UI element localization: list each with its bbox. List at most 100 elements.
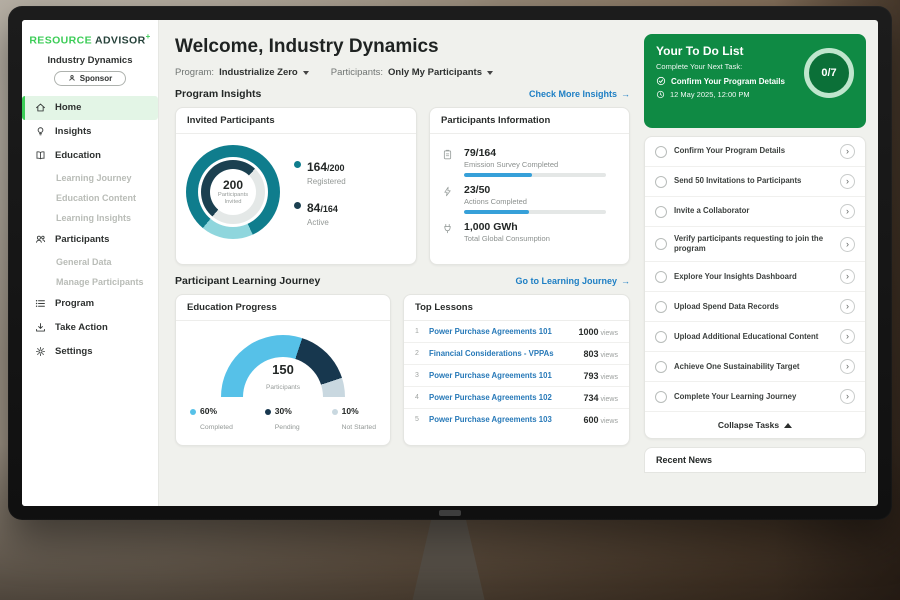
completed-legend-item: 60% Completed [190,406,233,434]
task-checkbox[interactable] [655,270,667,283]
check-more-insights-link[interactable]: Check More Insights → [529,89,630,99]
sidebar-item-label: Take Action [55,322,108,333]
app-logo: RESOURCE ADVISOR+ [22,32,158,47]
sponsor-badge[interactable]: Sponsor [54,70,126,86]
lesson-row[interactable]: 4 Power Purchase Agreements 102 734 views [404,387,629,409]
sidebar-item-label: Participants [55,234,110,245]
todo-progress-ring: 0/7 [804,48,854,98]
task-row[interactable]: Confirm Your Program Details › [645,137,865,167]
lesson-row[interactable]: 5 Power Purchase Agreements 103 600 views [404,409,629,430]
registered-legend-item: 164/200 Registered [294,158,346,186]
task-chevron-button[interactable]: › [840,204,855,219]
chevron-right-icon: › [846,206,849,216]
book-icon [35,150,47,162]
task-label: Complete Your Learning Journey [674,391,797,401]
lesson-row[interactable]: 2 Financial Considerations - VPPAs 803 vi… [404,343,629,365]
chevron-right-icon: › [846,176,849,186]
sidebar: RESOURCE ADVISOR+ Industry Dynamics Spon… [22,20,159,506]
actions-completed-label: Actions Completed [464,197,527,206]
journey-cards-row: Education Progress 150 Participants [175,294,630,446]
lesson-rank: 2 [415,350,419,357]
sidebar-item-label: Program [55,298,95,309]
task-chevron-button[interactable]: › [840,269,855,285]
section-title: Program Insights [175,88,262,100]
clock-icon [656,90,665,99]
recent-news-title: Recent News [656,455,713,466]
sidebar-item-learning-insights[interactable]: Learning Insights [22,208,158,228]
sidebar-item-education[interactable]: Education [22,144,158,168]
lightning-icon [442,184,455,214]
active-total: /164 [320,203,338,214]
sidebar-item-insights[interactable]: Insights [22,120,158,144]
task-chevron-button[interactable]: › [840,389,855,405]
task-label: Achieve One Sustainability Target [674,361,800,371]
sidebar-item-general-data[interactable]: General Data [22,252,158,272]
program-filter-dropdown[interactable]: Program: Industrialize Zero [175,67,309,78]
sidebar-item-program[interactable]: Program [22,292,158,316]
sidebar-item-manage-participants[interactable]: Manage Participants [22,272,158,292]
completed-pct: 60% [200,406,218,416]
donut-center: 200 Participants Invited [210,169,256,215]
top-lessons-card: Top Lessons 1 Power Purchase Agreements … [403,294,630,446]
task-checkbox[interactable] [655,145,667,158]
task-row[interactable]: Upload Additional Educational Content › [645,322,865,353]
lesson-title-link[interactable]: Power Purchase Agreements 103 [429,415,552,424]
task-row[interactable]: Complete Your Learning Journey › [645,382,865,413]
task-checkbox[interactable] [655,360,667,373]
task-row[interactable]: Achieve One Sustainability Target › [645,352,865,383]
program-filter-label: Program: [175,67,215,78]
sidebar-item-settings[interactable]: Settings [22,340,158,364]
registered-label: Registered [307,176,346,186]
sidebar-item-home[interactable]: Home [22,95,158,120]
lessons-list: 1 Power Purchase Agreements 101 1000 view… [404,321,629,430]
global-consumption-label: Total Global Consumption [464,234,550,243]
task-chevron-button[interactable]: › [840,329,855,345]
todo-due-label: 12 May 2025, 12:00 PM [670,90,750,99]
lesson-title-link[interactable]: Financial Considerations - VPPAs [429,349,554,358]
lesson-rank: 3 [415,372,419,379]
todo-next-task-label: Confirm Your Program Details [671,76,785,86]
task-label: Confirm Your Program Details [674,146,786,156]
logo-secondary: ADVISOR [94,34,146,47]
link-label: Check More Insights [528,89,617,99]
sidebar-item-learning-journey[interactable]: Learning Journey [22,168,158,188]
task-chevron-button[interactable]: › [840,144,855,159]
task-checkbox[interactable] [655,330,667,343]
dashboard-screen: RESOURCE ADVISOR+ Industry Dynamics Spon… [22,20,878,506]
lesson-row[interactable]: 1 Power Purchase Agreements 101 1000 view… [404,321,629,343]
task-label: Send 50 Invitations to Participants [674,176,802,186]
task-chevron-button[interactable]: › [840,236,855,252]
participants-filter-dropdown[interactable]: Participants: Only My Participants [331,67,493,78]
task-checkbox[interactable] [655,238,667,251]
task-chevron-button[interactable]: › [840,174,855,189]
not-started-dot [331,409,338,415]
sidebar-item-participants[interactable]: Participants [22,228,158,252]
people-icon [35,234,47,246]
task-row[interactable]: Verify participants requesting to join t… [645,227,865,263]
task-chevron-button[interactable]: › [840,359,855,375]
go-to-learning-journey-link[interactable]: Go to Learning Journey → [515,276,630,286]
lesson-title-link[interactable]: Power Purchase Agreements 101 [429,371,552,380]
task-checkbox[interactable] [655,300,667,313]
task-row[interactable]: Upload Spend Data Records › [645,292,865,323]
task-row[interactable]: Explore Your Insights Dashboard › [645,262,865,293]
insights-cards-row: Invited Participants 200 Participants In… [175,107,630,265]
task-row[interactable]: Send 50 Invitations to Participants › [645,167,865,197]
collapse-tasks-button[interactable]: Collapse Tasks [645,412,865,438]
task-checkbox[interactable] [655,205,667,218]
completed-dot [190,409,196,415]
education-legend: 60% Completed 30% Pending 10% Not Started [188,406,378,434]
lesson-views: 734 views [583,392,618,403]
task-checkbox[interactable] [655,390,667,403]
task-chevron-button[interactable]: › [840,299,855,315]
task-checkbox[interactable] [655,175,667,188]
task-row[interactable]: Invite a Collaborator › [645,197,865,227]
sidebar-item-take-action[interactable]: Take Action [22,316,158,340]
sidebar-item-education-content[interactable]: Education Content [22,188,158,208]
lesson-title-link[interactable]: Power Purchase Agreements 101 [429,327,552,336]
lesson-title-link[interactable]: Power Purchase Agreements 102 [429,393,552,402]
sidebar-item-label: Insights [55,126,92,137]
lesson-row[interactable]: 3 Power Purchase Agreements 101 793 views [404,365,629,387]
todo-panel: Your To Do List Complete Your Next Task:… [640,20,878,506]
lesson-rank: 5 [415,416,419,423]
